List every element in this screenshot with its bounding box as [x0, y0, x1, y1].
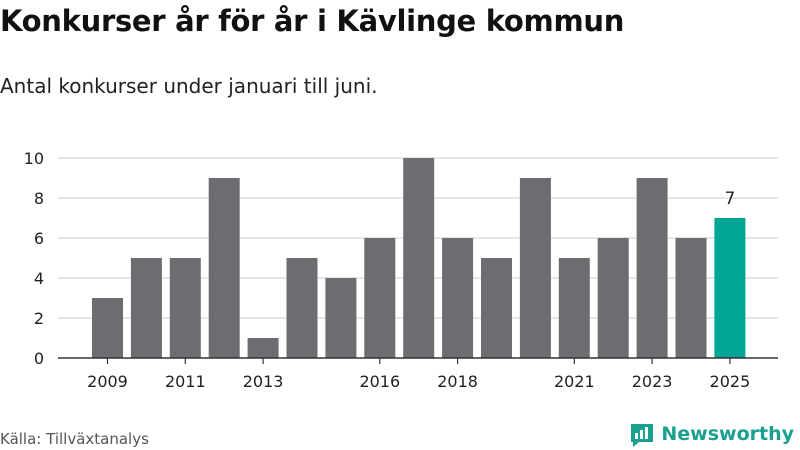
- chart-title: Konkurser år för år i Kävlinge kommun: [0, 4, 625, 38]
- bar-2020: [519, 178, 551, 358]
- bar-2019: [481, 258, 512, 358]
- y-tick-label: 10: [24, 149, 44, 168]
- y-tick-label: 8: [34, 189, 44, 208]
- bar-2023: [636, 178, 668, 358]
- y-tick-label: 0: [34, 349, 44, 368]
- bar-2016: [364, 238, 396, 358]
- data-label: 7: [724, 189, 735, 209]
- bar-2009: [92, 298, 123, 358]
- brand-name: Newsworthy: [661, 423, 794, 445]
- x-tick-label: 2018: [437, 372, 478, 391]
- source-note: Källa: Tillväxtanalys: [0, 430, 149, 448]
- bar-2014: [286, 258, 318, 358]
- bars: [92, 158, 746, 358]
- labels: 0 2 4 6 8 10 2009 2011 2013 2016 2018 2021 2023 2025 7: [24, 149, 751, 391]
- bar-2012: [208, 178, 240, 358]
- x-tick-label: 2011: [165, 372, 206, 391]
- chart-subtitle: Antal konkurser under januari till juni.: [0, 74, 378, 98]
- bar-2011: [169, 258, 201, 358]
- y-tick-label: 2: [34, 309, 44, 328]
- y-tick-label: 6: [34, 229, 44, 248]
- bar-2025: [714, 218, 746, 358]
- axes: [58, 357, 778, 364]
- x-tick-label: 2023: [632, 372, 673, 391]
- x-tick-label: 2013: [243, 372, 284, 391]
- bar-2021: [558, 258, 590, 358]
- bar-2022: [597, 238, 629, 358]
- newsworthy-logo-icon: [631, 424, 654, 447]
- x-tick-label: 2025: [710, 372, 751, 391]
- y-tick-label: 4: [34, 269, 44, 288]
- brand-logo[interactable]: Newsworthy: [629, 421, 794, 447]
- x-tick-label: 2016: [359, 372, 400, 391]
- bar-chart: 0 2 4 6 8 10 2009 2011 2013 2016 2018 2021 2023 2025 7: [24, 149, 778, 391]
- bar-2010: [130, 258, 162, 358]
- x-tick-label: 2021: [554, 372, 595, 391]
- bar-2013: [247, 338, 279, 358]
- bar-2017: [403, 158, 435, 358]
- bar-2015: [325, 278, 357, 358]
- x-tick-label: 2009: [87, 372, 128, 391]
- bar-2018: [442, 238, 474, 358]
- bar-2024: [675, 238, 707, 358]
